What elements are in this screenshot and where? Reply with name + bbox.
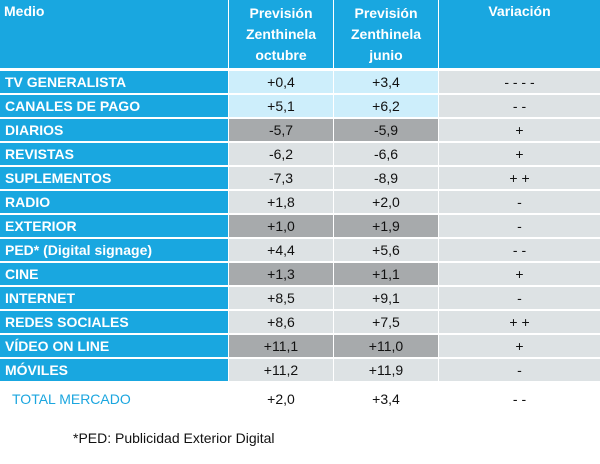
row-octubre: +1,8 xyxy=(229,191,333,213)
row-variacion: - xyxy=(439,287,600,309)
row-junio: +11,0 xyxy=(334,335,438,357)
table-row: DIARIOS -5,7 -5,9 + xyxy=(0,119,600,141)
row-octubre: +2,0 xyxy=(229,388,333,410)
row-junio: +2,0 xyxy=(334,191,438,213)
row-variacion: - - xyxy=(439,388,600,410)
row-octubre: +11,1 xyxy=(229,335,333,357)
table-row: CANALES DE PAGO +5,1 +6,2 - - xyxy=(0,95,600,117)
row-junio: +1,1 xyxy=(334,263,438,285)
row-octubre: -5,7 xyxy=(229,119,333,141)
row-variacion: - - xyxy=(439,239,600,261)
row-variacion: - - - - xyxy=(439,71,600,93)
row-junio: +9,1 xyxy=(334,287,438,309)
row-junio: +6,2 xyxy=(334,95,438,117)
table-row: TV GENERALISTA +0,4 +3,4 - - - - xyxy=(0,71,600,93)
row-junio: -5,9 xyxy=(334,119,438,141)
table-header: Medio Previsión Zenthinela octubre Previ… xyxy=(0,0,600,68)
row-variacion: + xyxy=(439,263,600,285)
row-medio: CANALES DE PAGO xyxy=(0,95,228,117)
row-octubre: +8,6 xyxy=(229,311,333,333)
table-row: MÓVILES +11,2 +11,9 - xyxy=(0,359,600,381)
row-medio: VÍDEO ON LINE xyxy=(0,335,228,357)
row-variacion: + xyxy=(439,119,600,141)
row-junio: -8,9 xyxy=(334,167,438,189)
row-octubre: -6,2 xyxy=(229,143,333,165)
table-row: RADIO +1,8 +2,0 - xyxy=(0,191,600,213)
row-variacion: + + xyxy=(439,311,600,333)
table-row: EXTERIOR +1,0 +1,9 - xyxy=(0,215,600,237)
row-medio: TOTAL MERCADO xyxy=(0,388,228,410)
header-oct-line1: Previsión xyxy=(249,5,313,21)
header-jun-line1: Previsión xyxy=(354,5,418,21)
table-row: INTERNET +8,5 +9,1 - xyxy=(0,287,600,309)
table-row: PED* (Digital signage) +4,4 +5,6 - - xyxy=(0,239,600,261)
row-octubre: +1,3 xyxy=(229,263,333,285)
row-medio: EXTERIOR xyxy=(0,215,228,237)
row-variacion: - xyxy=(439,191,600,213)
row-medio: PED* (Digital signage) xyxy=(0,239,228,261)
row-medio: REVISTAS xyxy=(0,143,228,165)
table-row: REVISTAS -6,2 -6,6 + xyxy=(0,143,600,165)
row-medio: CINE xyxy=(0,263,228,285)
row-octubre: +11,2 xyxy=(229,359,333,381)
table-row: VÍDEO ON LINE +11,1 +11,0 + xyxy=(0,335,600,357)
row-medio: SUPLEMENTOS xyxy=(0,167,228,189)
header-oct-line3: octubre xyxy=(255,47,307,63)
row-octubre: -7,3 xyxy=(229,167,333,189)
row-octubre: +1,0 xyxy=(229,215,333,237)
row-junio: +7,5 xyxy=(334,311,438,333)
header-jun-line3: junio xyxy=(369,47,403,63)
row-junio: +1,9 xyxy=(334,215,438,237)
row-variacion: + xyxy=(439,143,600,165)
row-junio: +11,9 xyxy=(334,359,438,381)
row-octubre: +4,4 xyxy=(229,239,333,261)
row-octubre: +8,5 xyxy=(229,287,333,309)
header-variacion: Variación xyxy=(439,0,600,68)
row-variacion: - - xyxy=(439,95,600,117)
row-octubre: +0,4 xyxy=(229,71,333,93)
forecast-table: Medio Previsión Zenthinela octubre Previ… xyxy=(0,0,600,410)
row-junio: +5,6 xyxy=(334,239,438,261)
row-junio: +3,4 xyxy=(334,388,438,410)
table-row: CINE +1,3 +1,1 + xyxy=(0,263,600,285)
row-junio: -6,6 xyxy=(334,143,438,165)
row-variacion: - xyxy=(439,215,600,237)
row-medio: DIARIOS xyxy=(0,119,228,141)
footnote: *PED: Publicidad Exterior Digital xyxy=(73,430,275,446)
table-row: SUPLEMENTOS -7,3 -8,9 + + xyxy=(0,167,600,189)
row-variacion: + xyxy=(439,335,600,357)
header-medio: Medio xyxy=(0,0,228,68)
row-medio: TV GENERALISTA xyxy=(0,71,228,93)
row-junio: +3,4 xyxy=(334,71,438,93)
header-jun-line2: Zenthinela xyxy=(350,26,421,42)
row-medio: MÓVILES xyxy=(0,359,228,381)
row-medio: INTERNET xyxy=(0,287,228,309)
header-prevision-junio: Previsión Zenthinela junio xyxy=(334,0,438,68)
row-variacion: - xyxy=(439,359,600,381)
row-octubre: +5,1 xyxy=(229,95,333,117)
row-variacion: + + xyxy=(439,167,600,189)
row-medio: REDES SOCIALES xyxy=(0,311,228,333)
table-row-total: TOTAL MERCADO +2,0 +3,4 - - xyxy=(0,388,600,410)
row-medio: RADIO xyxy=(0,191,228,213)
header-prevision-octubre: Previsión Zenthinela octubre xyxy=(229,0,333,68)
header-oct-line2: Zenthinela xyxy=(245,26,316,42)
table-row: REDES SOCIALES +8,6 +7,5 + + xyxy=(0,311,600,333)
